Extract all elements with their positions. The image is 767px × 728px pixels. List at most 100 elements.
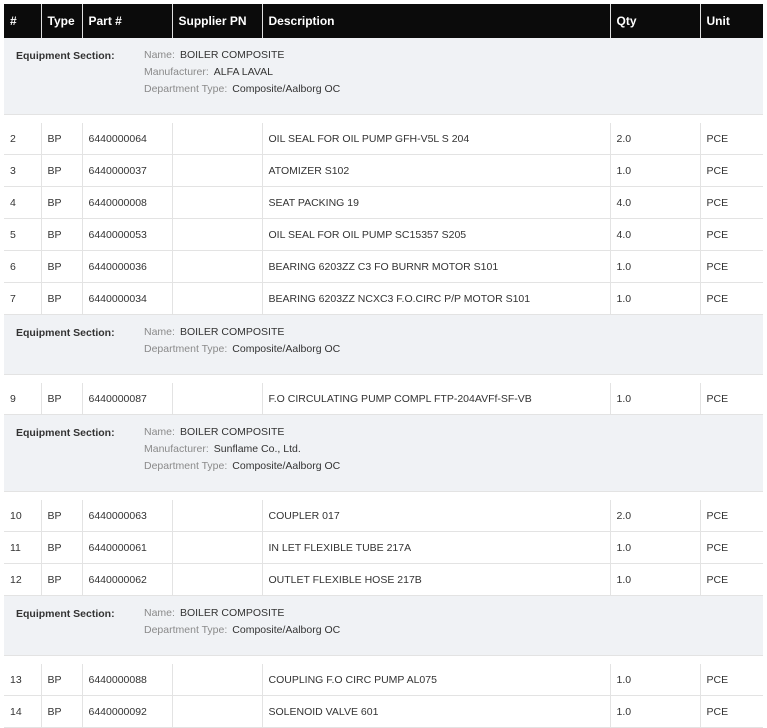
col-type-cell: BP bbox=[41, 664, 83, 696]
table-row[interactable]: 13 BP 6440000088 COUPLING F.O CIRC PUMP AL0… bbox=[4, 664, 763, 696]
equipment-section-cell: Equipment Section: Name: BOILER COMPOSITE M… bbox=[4, 414, 763, 492]
section-name-value: BOILER COMPOSITE bbox=[179, 49, 285, 61]
equipment-section-row: Equipment Section: Name: BOILER COMPOSITE M… bbox=[4, 38, 763, 115]
equipment-section-label: Equipment Section: bbox=[16, 608, 115, 620]
col-num-cell: 3 bbox=[4, 154, 42, 187]
section-dept-key: Department Type: bbox=[144, 343, 228, 355]
section-name-value: BOILER COMPOSITE bbox=[179, 607, 285, 619]
section-spacer bbox=[4, 655, 763, 664]
col-type-cell: BP bbox=[41, 383, 83, 415]
section-name-key: Name: bbox=[144, 426, 175, 438]
table-header: # Type Part # Supplier PN Description Qty Unit bbox=[4, 4, 763, 38]
col-qty-cell: 1.0 bbox=[610, 282, 701, 315]
section-name-value: BOILER COMPOSITE bbox=[179, 326, 285, 338]
col-qty-cell: 1.0 bbox=[610, 695, 701, 728]
col-type-cell: BP bbox=[41, 154, 83, 187]
section-manufacturer-key: Manufacturer: bbox=[144, 66, 209, 78]
col-description-cell: COUPLING F.O CIRC PUMP AL075 bbox=[262, 664, 611, 696]
col-type-cell: BP bbox=[41, 123, 83, 155]
table-row[interactable]: 5 BP 6440000053 OIL SEAL FOR OIL PUMP SC153… bbox=[4, 218, 763, 251]
section-spacer bbox=[4, 374, 763, 383]
section-dept-value: Composite/Aalborg OC bbox=[232, 343, 341, 355]
section-spacer-cell bbox=[4, 491, 763, 500]
col-num-cell: 13 bbox=[4, 664, 42, 696]
col-part-cell: 6440000087 bbox=[82, 383, 173, 415]
col-num-cell: 5 bbox=[4, 218, 42, 251]
col-type-header[interactable]: Type bbox=[41, 4, 83, 38]
col-num-cell: 4 bbox=[4, 186, 42, 219]
equipment-section-row: Equipment Section: Name: BOILER COMPOSITE D… bbox=[4, 314, 763, 375]
col-description-cell: COUPLER 017 bbox=[262, 500, 611, 532]
section-name-key: Name: bbox=[144, 326, 175, 338]
section-spacer-cell bbox=[4, 655, 763, 664]
col-unit-cell: PCE bbox=[700, 563, 763, 596]
equipment-section-info: Name: BOILER COMPOSITE Manufacturer: ALFA L… bbox=[144, 47, 340, 98]
section-dept-key: Department Type: bbox=[144, 624, 228, 636]
parts-table: # Type Part # Supplier PN Description Qty Unit… bbox=[4, 4, 763, 728]
table-row[interactable]: 2 BP 6440000064 OIL SEAL FOR OIL PUMP GFH-V… bbox=[4, 123, 763, 155]
col-unit-cell: PCE bbox=[700, 383, 763, 415]
col-part-cell: 6440000088 bbox=[82, 664, 173, 696]
col-unit-cell: PCE bbox=[700, 531, 763, 564]
table-row[interactable]: 14 BP 6440000092 SOLENOID VALVE 601 1.0 PCE bbox=[4, 695, 763, 728]
table-row[interactable]: 6 BP 6440000036 BEARING 6203ZZ C3 FO BURNR … bbox=[4, 250, 763, 283]
col-description-cell: SEAT PACKING 19 bbox=[262, 186, 611, 219]
equipment-section-cell: Equipment Section: Name: BOILER COMPOSITE M… bbox=[4, 38, 763, 115]
section-spacer bbox=[4, 491, 763, 500]
col-part-cell: 6440000062 bbox=[82, 563, 173, 596]
col-supplier-pn-cell bbox=[172, 563, 263, 596]
col-part-header[interactable]: Part # bbox=[82, 4, 173, 38]
col-qty-cell: 1.0 bbox=[610, 531, 701, 564]
section-manufacturer-key: Manufacturer: bbox=[144, 443, 209, 455]
col-qty-header[interactable]: Qty bbox=[610, 4, 701, 38]
equipment-section-label: Equipment Section: bbox=[16, 427, 115, 439]
col-supplier-pn-cell bbox=[172, 154, 263, 187]
section-manufacturer-value: Sunflame Co., Ltd. bbox=[213, 443, 301, 455]
table-row[interactable]: 4 BP 6440000008 SEAT PACKING 19 4.0 PCE bbox=[4, 186, 763, 219]
col-supplier-pn-cell bbox=[172, 695, 263, 728]
col-num-header[interactable]: # bbox=[4, 4, 42, 38]
section-name-line: Name: BOILER COMPOSITE bbox=[144, 605, 340, 622]
col-description-cell: BEARING 6203ZZ NCXC3 F.O.CIRC P/P MOTOR … bbox=[262, 282, 611, 315]
table-row[interactable]: 3 BP 6440000037 ATOMIZER S102 1.0 PCE bbox=[4, 154, 763, 187]
table-row[interactable]: 7 BP 6440000034 BEARING 6203ZZ NCXC3 F.O.CI… bbox=[4, 282, 763, 315]
col-unit-cell: PCE bbox=[700, 250, 763, 283]
col-type-cell: BP bbox=[41, 218, 83, 251]
table-row[interactable]: 11 BP 6440000061 IN LET FLEXIBLE TUBE 217A 1… bbox=[4, 531, 763, 564]
col-num-cell: 14 bbox=[4, 695, 42, 728]
col-qty-cell: 1.0 bbox=[610, 250, 701, 283]
col-qty-cell: 1.0 bbox=[610, 383, 701, 415]
equipment-section-label: Equipment Section: bbox=[16, 50, 115, 62]
section-spacer-cell bbox=[4, 374, 763, 383]
section-dept-key: Department Type: bbox=[144, 83, 228, 95]
col-supplier-pn-cell bbox=[172, 531, 263, 564]
col-num-cell: 6 bbox=[4, 250, 42, 283]
col-num-cell: 12 bbox=[4, 563, 42, 596]
section-name-line: Name: BOILER COMPOSITE bbox=[144, 47, 340, 64]
table-row[interactable]: 9 BP 6440000087 F.O CIRCULATING PUMP COMPL … bbox=[4, 383, 763, 415]
col-num-cell: 2 bbox=[4, 123, 42, 155]
col-description-header[interactable]: Description bbox=[262, 4, 611, 38]
col-unit-cell: PCE bbox=[700, 218, 763, 251]
section-dept-value: Composite/Aalborg OC bbox=[232, 83, 341, 95]
section-dept-line: Department Type: Composite/Aalborg OC bbox=[144, 458, 340, 475]
table-row[interactable]: 10 BP 6440000063 COUPLER 017 2.0 PCE bbox=[4, 500, 763, 532]
col-supplier-pn-header[interactable]: Supplier PN bbox=[172, 4, 263, 38]
section-spacer bbox=[4, 114, 763, 123]
table-row[interactable]: 12 BP 6440000062 OUTLET FLEXIBLE HOSE 217B 1… bbox=[4, 563, 763, 596]
col-description-cell: OIL SEAL FOR OIL PUMP SC15357 S205 bbox=[262, 218, 611, 251]
col-part-cell: 6440000053 bbox=[82, 218, 173, 251]
col-description-cell: ATOMIZER S102 bbox=[262, 154, 611, 187]
col-qty-cell: 4.0 bbox=[610, 186, 701, 219]
table-body: Equipment Section: Name: BOILER COMPOSITE M… bbox=[4, 38, 763, 728]
section-dept-value: Composite/Aalborg OC bbox=[232, 460, 341, 472]
col-description-cell: BEARING 6203ZZ C3 FO BURNR MOTOR S101 bbox=[262, 250, 611, 283]
section-spacer-cell bbox=[4, 114, 763, 123]
page: # Type Part # Supplier PN Description Qty Unit… bbox=[4, 4, 763, 728]
col-qty-cell: 1.0 bbox=[610, 154, 701, 187]
col-unit-header[interactable]: Unit bbox=[706, 14, 730, 28]
col-part-cell: 6440000008 bbox=[82, 186, 173, 219]
col-part-cell: 6440000034 bbox=[82, 282, 173, 315]
equipment-section-cell: Equipment Section: Name: BOILER COMPOSITE D… bbox=[4, 595, 763, 656]
equipment-section-info: Name: BOILER COMPOSITE Manufacturer: Sunfla… bbox=[144, 424, 340, 475]
